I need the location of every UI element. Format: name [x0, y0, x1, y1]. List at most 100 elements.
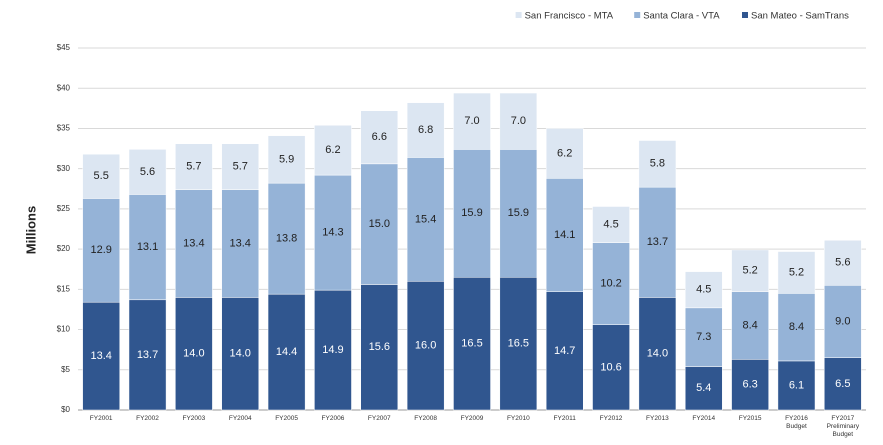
data-label: 7.3 [696, 331, 711, 343]
data-label: 14.0 [183, 348, 204, 360]
data-label: 6.8 [418, 124, 433, 136]
bar-segment [221, 297, 260, 411]
data-label: 5.2 [789, 266, 804, 278]
bar-segment [221, 189, 260, 298]
y-tick-label: $45 [57, 43, 71, 52]
bar-segment [128, 149, 167, 195]
legend-label: San Mateo - SamTrans [751, 11, 849, 22]
y-tick-label: $0 [61, 405, 70, 414]
data-label: 5.7 [186, 161, 201, 173]
bar-segment [777, 360, 816, 411]
bar-segment [128, 299, 167, 411]
bar-segment [314, 174, 352, 291]
data-label: 13.1 [137, 241, 158, 253]
x-tick-label: FY2004 [228, 415, 252, 422]
bar-segment [499, 149, 538, 278]
bar-segment [360, 110, 399, 165]
data-label: 5.5 [94, 170, 109, 182]
y-axis-label: Millions [23, 206, 38, 254]
bar-segment [175, 189, 213, 298]
bar-segment [592, 324, 630, 411]
bar-segment [360, 284, 399, 411]
data-label: 9.0 [835, 315, 850, 327]
bar-segment [592, 206, 630, 243]
data-label: 6.1 [789, 379, 804, 391]
x-tick-label: FY2001 [89, 415, 113, 422]
data-label: 6.3 [742, 379, 757, 391]
x-tick-label: FY2013 [646, 415, 669, 422]
data-label: 5.6 [835, 257, 850, 269]
y-tick-label: $15 [57, 284, 71, 293]
x-tick-label: FY2008 [414, 415, 438, 422]
x-tick-label: FY2017 Preliminary Budget [826, 415, 860, 438]
data-label: 14.9 [322, 344, 343, 356]
data-label: 12.9 [90, 244, 111, 256]
legend-swatch [634, 12, 641, 18]
bar-segment [406, 281, 445, 411]
data-label: 13.4 [90, 350, 111, 362]
bar-segment [175, 143, 213, 190]
x-tick-label: FY2010 [506, 415, 530, 422]
data-label: 16.5 [461, 338, 482, 350]
data-label: 14.7 [554, 345, 575, 357]
data-label: 5.4 [696, 382, 711, 394]
data-label: 5.8 [650, 158, 665, 170]
x-tick-label: FY2006 [321, 415, 345, 422]
data-label: 14.1 [554, 229, 575, 241]
y-tick-label: $20 [57, 244, 71, 253]
legend-swatch [515, 12, 522, 18]
legend-label: Santa Clara - VTA [643, 11, 720, 22]
bar-segment [82, 301, 120, 411]
data-label: 6.6 [372, 131, 387, 143]
data-label: 15.9 [461, 207, 482, 219]
data-label: 13.7 [137, 349, 158, 361]
data-label: 7.0 [464, 115, 479, 127]
data-label: 13.7 [647, 236, 668, 248]
y-tick-label: $5 [61, 365, 70, 374]
bar-segment [684, 307, 723, 367]
bar-segment [406, 157, 445, 282]
bar-segment [499, 277, 538, 411]
x-tick-label: FY2016 Budget [785, 415, 808, 430]
bar-segment [545, 178, 584, 292]
bar-segment [499, 92, 538, 150]
data-label: 5.2 [742, 265, 757, 277]
x-tick-label: FY2002 [136, 415, 159, 422]
data-label: 5.7 [233, 161, 248, 173]
y-tick-label: $25 [57, 204, 71, 213]
data-label: 8.4 [742, 319, 757, 331]
y-tick-label: $35 [57, 124, 71, 133]
bar-segment [267, 293, 306, 411]
data-label: 14.0 [230, 348, 251, 360]
bar-segment [684, 271, 723, 309]
x-tick-label: FY2011 [553, 415, 576, 422]
legend-label: San Francisco - MTA [525, 11, 614, 22]
bar-segment [175, 297, 213, 411]
bar-segment [267, 135, 306, 184]
data-label: 4.5 [696, 284, 711, 296]
data-label: 14.3 [322, 227, 343, 239]
data-label: 16.0 [415, 340, 436, 352]
bar-segment [314, 289, 352, 411]
bar-segment [777, 251, 816, 294]
data-label: 10.2 [600, 278, 621, 290]
bar-segment [638, 140, 677, 188]
bar-segment [221, 143, 260, 190]
data-label: 13.4 [183, 237, 204, 249]
bar-segment [731, 359, 769, 411]
data-label: 10.6 [600, 361, 621, 373]
y-tick-label: $30 [57, 164, 71, 173]
bar-segment [824, 357, 862, 411]
data-label: 13.4 [230, 237, 251, 249]
bar-segment [731, 249, 769, 292]
data-label: 5.6 [140, 166, 155, 178]
data-label: 16.5 [508, 338, 529, 350]
y-tick-label: $40 [57, 83, 71, 92]
bar-segment [406, 102, 445, 158]
data-label: 6.2 [325, 144, 340, 156]
x-tick-label: FY2015 [738, 415, 762, 422]
data-label: 14.0 [647, 348, 668, 360]
x-tick-label: FY2007 [367, 415, 391, 422]
